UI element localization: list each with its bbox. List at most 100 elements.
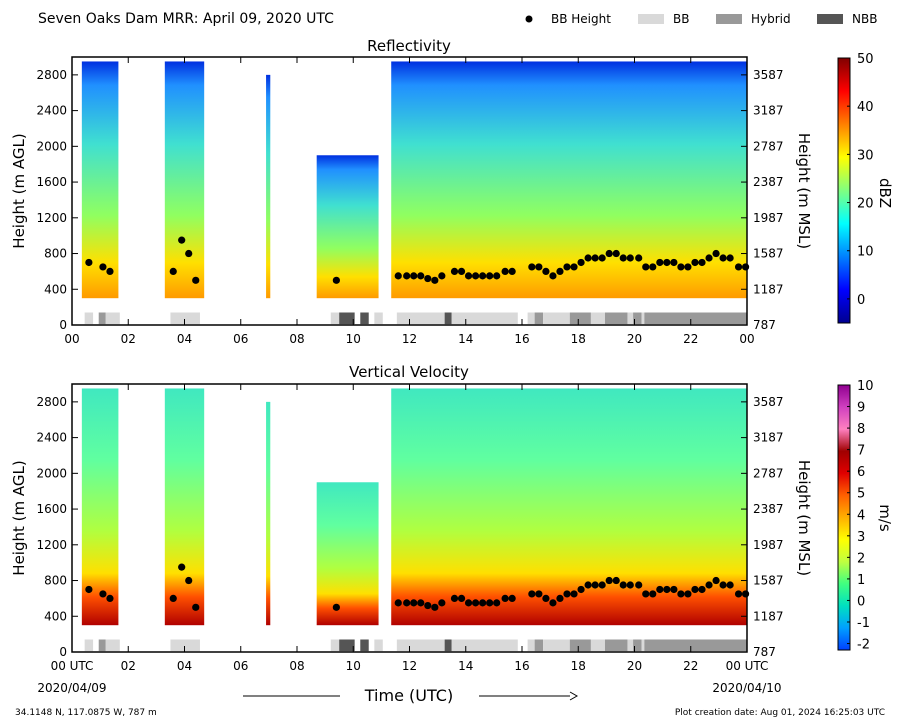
reflectivity-bb-height-points [85, 236, 750, 284]
y-tick-label: 0 [59, 318, 67, 332]
colorbar-tick-label: 3 [857, 530, 865, 545]
vertical-velocity-rain-type-strip [84, 639, 747, 652]
bb-height-point [556, 594, 564, 603]
x-tick-label: 10 [346, 659, 361, 673]
bb-height-point [656, 258, 664, 267]
rain-type-hybrid [98, 639, 106, 652]
x-tick-label: 02 [121, 659, 136, 673]
bb-height-point [726, 254, 734, 262]
bb-height-point [535, 263, 543, 271]
bb-height-point [656, 585, 664, 594]
y2-tick-label: 2387 [753, 502, 784, 516]
legend-hybrid-swatch [716, 14, 742, 24]
bb-height-point [741, 590, 750, 598]
bb-height-point [549, 599, 557, 607]
bb-height-point [612, 249, 620, 258]
echo-segment [266, 401, 271, 626]
bb-height-point [734, 590, 743, 598]
bb-height-point [501, 594, 509, 603]
rain-type-hybrid [569, 639, 591, 652]
rain-type-bb [641, 639, 645, 652]
bb-height-point [464, 272, 473, 280]
bb-height-point [670, 258, 678, 267]
colorbar-tick-label: 0 [857, 293, 865, 308]
bb-height-point [410, 272, 418, 280]
bb-height-point [471, 599, 480, 607]
x-tick-label: 08 [289, 659, 304, 673]
colorbar-scale [837, 384, 851, 651]
y2-tick-label: 1187 [753, 282, 784, 296]
bb-height-point [438, 599, 446, 607]
rain-type-nbb [339, 639, 355, 652]
legend-nbb-label: NBB [852, 12, 877, 26]
x-tick-label: 12 [402, 332, 417, 346]
bb-height-point [584, 254, 592, 262]
bb-height-point [99, 590, 107, 598]
reflectivity-rain-type-strip [84, 312, 747, 325]
reflectivity-colorbar-label: dBZ [876, 178, 894, 208]
rain-type-bb [590, 312, 605, 325]
colorbar-tick-label: 9 [857, 401, 865, 416]
y2-tick-label: 2787 [753, 466, 784, 480]
colorbar-tick-label: 4 [857, 508, 865, 523]
bb-height-point [577, 258, 585, 267]
reflectivity-title: Reflectivity [367, 37, 451, 55]
bb-height-point [726, 581, 734, 589]
bb-height-point [450, 594, 459, 603]
creation-date-label: Plot creation date: Aug 01, 2024 16:25:0… [675, 708, 885, 718]
x-tick-label: 16 [514, 659, 529, 673]
bb-height-point [570, 590, 578, 598]
x-tick-label: 10 [346, 332, 361, 346]
bb-height-point [332, 603, 340, 611]
colorbar-tick-label: 10 [857, 245, 874, 260]
bb-height-point [684, 590, 692, 598]
header-legend: BB Height BB Hybrid NBB [525, 12, 877, 26]
bb-height-point [535, 590, 543, 598]
bb-height-point [106, 594, 114, 603]
bb-height-point [431, 276, 439, 284]
bb-height-point [479, 272, 487, 280]
rain-type-bb [543, 312, 570, 325]
x-tick-label: 02 [121, 332, 136, 346]
rain-type-bb [396, 639, 445, 652]
time-axis-label: Time (UTC) [364, 686, 453, 705]
rain-type-bb [84, 312, 94, 325]
echo-segment [391, 388, 747, 626]
echo-segment [81, 61, 119, 299]
figure-title: Seven Oaks Dam MRR: April 09, 2020 UTC [38, 11, 334, 27]
colorbar-tick-label: 8 [857, 422, 865, 437]
bb-height-point [457, 594, 466, 603]
bb-height-point [598, 254, 606, 262]
x-tick-label: 06 [233, 332, 248, 346]
bb-height-point [493, 272, 501, 280]
bb-height-point [649, 263, 657, 271]
x-tick-label: 18 [571, 332, 586, 346]
rain-type-bb [105, 312, 120, 325]
rain-type-bb [330, 312, 340, 325]
echo-segment [391, 61, 747, 299]
colorbar-tick-label: 0 [857, 594, 865, 609]
bb-height-point [619, 254, 627, 262]
start-date-label: 2020/04/09 [37, 681, 106, 695]
y-tick-label: 2800 [36, 395, 67, 409]
y-tick-label: 400 [44, 282, 67, 296]
colorbar-tick-label: 20 [857, 197, 874, 212]
x-tick-label: 00 [739, 332, 754, 346]
bb-height-point [642, 263, 650, 271]
legend-bb_height-label: BB Height [551, 12, 611, 26]
bb-height-point [508, 267, 516, 275]
bb-height-point [394, 599, 402, 607]
bb-height-point [424, 601, 432, 610]
bb-height-point [712, 249, 720, 258]
bb-height-point [493, 599, 501, 607]
rain-type-bb [84, 639, 94, 652]
vertical-velocity-bb-height-points [85, 563, 750, 611]
colorbar-tick-label: 30 [857, 148, 874, 163]
bb-height-point [677, 263, 685, 271]
y2-tick-label: 3187 [753, 104, 784, 118]
bb-height-point [612, 576, 620, 585]
legend-bb_height-marker [525, 15, 533, 23]
y-tick-label: 0 [59, 645, 67, 659]
reflectivity-colorbar: 0 10 20 30 40 50 [837, 52, 874, 324]
